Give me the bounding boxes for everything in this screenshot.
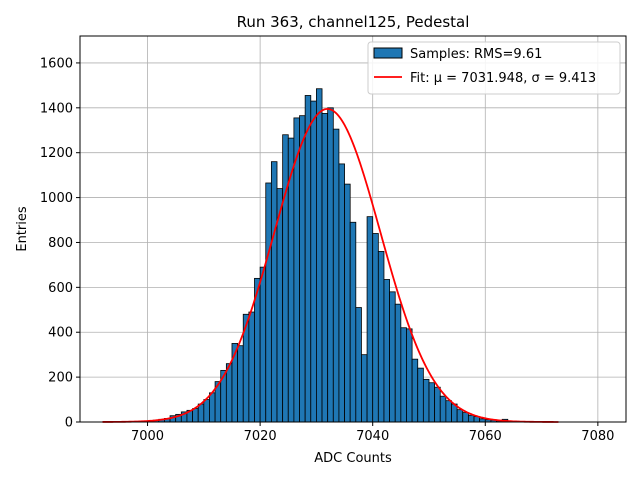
histogram-bar [389,291,396,423]
histogram-bar [456,409,464,423]
histogram-bar [383,279,390,423]
legend-box [367,41,621,95]
histogram-bar [372,233,379,423]
histogram-bar [349,221,357,423]
legend: Samples: RMS=9.61 Fit: μ = 7031.948, σ =… [367,41,621,95]
x-axis-ticks: 7000 7020 7040 7060 7080 [131,422,614,444]
histogram-bar [344,183,351,423]
histogram-bar [209,392,216,423]
histogram-bar [406,328,413,423]
x-tick-label: 7040 [356,429,389,444]
histogram-bar [394,303,402,423]
histogram-bar [434,386,441,423]
histogram-bar [276,188,284,423]
x-axis-label: ADC Counts [314,451,392,466]
x-tick-label: 7060 [469,429,502,444]
y-tick-label: 800 [48,236,73,251]
histogram-bar [355,307,362,423]
y-axis-ticks: 0 200 400 600 800 1000 1200 1400 1600 [40,56,80,431]
histogram-bar [270,161,278,423]
histogram-bars [141,88,531,423]
plot-frame [79,35,627,423]
y-tick-label: 400 [48,326,73,341]
y-tick-label: 1600 [40,56,73,71]
histogram-bar [299,115,306,423]
histogram-bar [203,399,210,423]
gaussian-fit-line [102,108,559,423]
histogram-bar [192,408,199,423]
y-axis-label: Entries [15,206,30,252]
histogram-bar [259,266,267,423]
y-tick-label: 1200 [40,146,73,161]
histogram-bar [422,378,430,423]
y-tick-label: 200 [48,371,73,386]
histogram-bar [366,216,374,423]
y-tick-label: 1400 [40,101,73,116]
histogram-bar [282,134,289,423]
y-tick-label: 600 [48,281,73,296]
histogram-bar [428,382,436,423]
histogram-bar [237,345,244,423]
legend-swatch-samples [373,47,403,59]
histogram-bar [332,128,340,423]
histogram-bar [417,367,424,423]
histogram-bar [321,113,329,423]
legend-label-fit: Fit: μ = 7031.948, σ = 9.413 [410,71,596,86]
histogram-bar [400,327,407,423]
x-tick-label: 7020 [244,429,277,444]
histogram-bar [316,88,323,423]
histogram-bar [361,354,368,423]
histogram-bar [265,182,272,423]
chart-title: Run 363, channel125, Pedestal [237,13,470,31]
legend-label-samples: Samples: RMS=9.61 [410,47,542,62]
histogram-bar [310,100,317,423]
histogram-bar [445,400,452,423]
histogram-bar [377,251,385,423]
histogram-bar [338,163,345,423]
histogram-bar [462,412,469,423]
histogram-bar [439,395,447,423]
histogram-bar [411,358,419,423]
histogram-bar [197,403,205,423]
y-tick-label: 1000 [40,191,73,206]
histogram-bar [327,107,334,423]
histogram-bar [304,95,312,423]
histogram-bar [225,363,233,423]
x-tick-label: 7000 [131,429,164,444]
histogram-bar [248,311,255,423]
histogram-bar [467,414,475,423]
x-tick-label: 7080 [581,429,614,444]
y-tick-label: 0 [65,416,73,431]
